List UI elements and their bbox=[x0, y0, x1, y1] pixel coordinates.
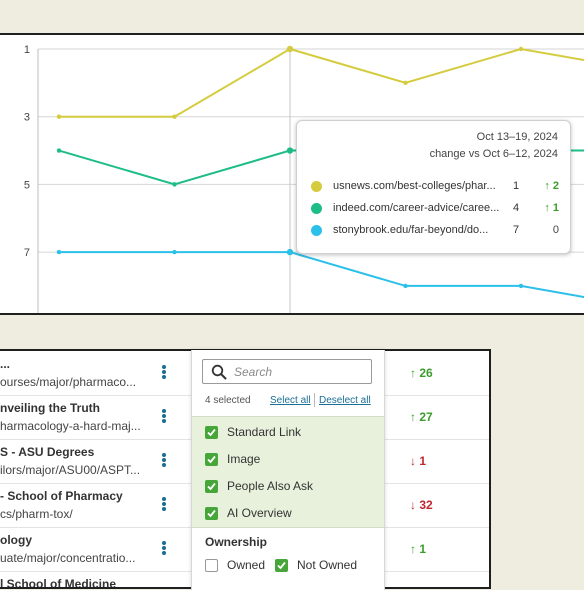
select-all-link[interactable]: Select all bbox=[270, 395, 311, 406]
row-change: ↑ 1 bbox=[410, 542, 427, 556]
checkbox-checked-icon[interactable] bbox=[205, 453, 218, 466]
tooltip-change: 0 bbox=[552, 224, 559, 236]
data-point bbox=[56, 249, 62, 255]
tooltip-url: indeed.com/career-advice/caree... bbox=[333, 202, 500, 214]
data-point bbox=[172, 249, 177, 255]
series-color-dot bbox=[311, 203, 322, 214]
tooltip-rank: 4 bbox=[513, 202, 520, 214]
more-options-icon[interactable] bbox=[160, 497, 168, 513]
series-line bbox=[59, 251, 584, 299]
up-arrow-icon: ↑ bbox=[410, 410, 416, 424]
deselect-all-link[interactable]: Deselect all bbox=[319, 395, 371, 406]
series-color-dot bbox=[311, 225, 322, 236]
row-change: ↓ 1 bbox=[410, 454, 427, 468]
checkbox-checked-icon[interactable] bbox=[205, 480, 218, 493]
tooltip-url: stonybrook.edu/far-beyond/do... bbox=[333, 224, 489, 236]
more-options-icon[interactable] bbox=[160, 365, 168, 381]
rank-chart-panel: 1 3 5 7 Oct 13–19, 2024 change vs Oct 6–12,… bbox=[0, 33, 584, 315]
row-title: - School of Pharmacy bbox=[0, 489, 123, 503]
row-url[interactable]: ourses/major/pharmaco... bbox=[0, 375, 137, 389]
data-point bbox=[286, 147, 294, 154]
row-title: l School of Medicine bbox=[0, 577, 117, 589]
link-divider bbox=[314, 393, 315, 407]
data-point bbox=[56, 114, 62, 119]
option-label: Owned bbox=[227, 558, 266, 572]
selected-options-group: Standard Link Image People Also Ask AI O… bbox=[192, 416, 384, 528]
tooltip-rank: 7 bbox=[513, 224, 520, 236]
row-url[interactable]: cs/pharm-tox/ bbox=[0, 507, 73, 521]
tooltip-change: ↑ 2 bbox=[544, 180, 559, 192]
up-arrow-icon: ↑ bbox=[410, 366, 416, 380]
tooltip-row: usnews.com/best-colleges/phar... 1 ↑ 2 bbox=[311, 179, 561, 195]
data-point bbox=[403, 80, 408, 86]
y-tick-label: 3 bbox=[24, 112, 30, 124]
series-color-dot bbox=[311, 181, 322, 192]
y-tick-label: 1 bbox=[24, 44, 30, 56]
checkbox-checked-icon[interactable] bbox=[205, 507, 218, 520]
up-arrow-icon: ↑ bbox=[410, 542, 416, 556]
row-title: nveiling the Truth bbox=[0, 401, 101, 415]
tooltip-rank: 1 bbox=[513, 180, 520, 192]
row-change: ↑ 27 bbox=[410, 410, 433, 424]
row-change: ↑ 26 bbox=[410, 366, 433, 380]
tooltip-change: ↑ 1 bbox=[544, 202, 559, 214]
data-point bbox=[286, 45, 294, 53]
option-label: AI Overview bbox=[227, 506, 292, 520]
selected-count: 4 selected bbox=[205, 395, 251, 406]
checkbox-checked-icon[interactable] bbox=[205, 426, 218, 439]
search-field[interactable] bbox=[202, 359, 372, 384]
y-tick-label: 7 bbox=[24, 247, 30, 259]
up-arrow-icon: ↑ bbox=[544, 202, 550, 214]
tooltip-row: indeed.com/career-advice/caree... 4 ↑ 1 bbox=[311, 201, 561, 217]
tooltip-url: usnews.com/best-colleges/phar... bbox=[333, 180, 496, 192]
data-point bbox=[56, 148, 62, 153]
option-label: Not Owned bbox=[297, 558, 358, 572]
down-arrow-icon: ↓ bbox=[410, 498, 416, 512]
more-options-icon[interactable] bbox=[160, 453, 168, 469]
search-input[interactable] bbox=[234, 363, 364, 380]
row-change: ↓ 32 bbox=[410, 498, 433, 512]
chart-tooltip: Oct 13–19, 2024 change vs Oct 6–12, 2024… bbox=[296, 120, 571, 254]
checkbox-checked-icon[interactable] bbox=[275, 559, 288, 572]
data-point bbox=[286, 248, 294, 256]
tooltip-row: stonybrook.edu/far-beyond/do... 7 0 bbox=[311, 223, 561, 239]
data-point bbox=[518, 283, 524, 289]
row-url[interactable]: uate/major/concentratio... bbox=[0, 551, 136, 565]
search-icon bbox=[211, 364, 227, 380]
tooltip-change-label: change vs Oct 6–12, 2024 bbox=[429, 148, 558, 160]
data-point bbox=[403, 283, 408, 289]
more-options-icon[interactable] bbox=[160, 409, 168, 425]
up-arrow-icon: ↑ bbox=[544, 180, 550, 192]
option-label: Standard Link bbox=[227, 425, 302, 439]
checkbox-unchecked-icon[interactable] bbox=[205, 559, 218, 572]
serp-feature-filter-dropdown: 4 selected Select all Deselect all Stand… bbox=[191, 350, 385, 590]
data-point bbox=[172, 114, 177, 119]
down-arrow-icon: ↓ bbox=[410, 454, 416, 468]
row-title: ... bbox=[0, 357, 11, 371]
option-label: People Also Ask bbox=[227, 479, 314, 493]
series-line bbox=[59, 47, 584, 118]
ownership-heading: Ownership bbox=[205, 535, 268, 549]
more-options-icon[interactable] bbox=[160, 541, 168, 557]
y-tick-label: 5 bbox=[24, 179, 30, 191]
option-label: Image bbox=[227, 452, 261, 466]
row-title: S - ASU Degrees bbox=[0, 445, 95, 459]
tooltip-date: Oct 13–19, 2024 bbox=[476, 131, 558, 143]
data-point bbox=[518, 46, 524, 52]
data-point bbox=[172, 182, 177, 187]
table-row[interactable]: l School of Medicine bbox=[0, 571, 489, 589]
row-url[interactable]: harmacology-a-hard-maj... bbox=[0, 419, 141, 433]
row-title: ology bbox=[0, 533, 32, 547]
row-url[interactable]: ilors/major/ASU00/ASPT... bbox=[0, 463, 141, 477]
